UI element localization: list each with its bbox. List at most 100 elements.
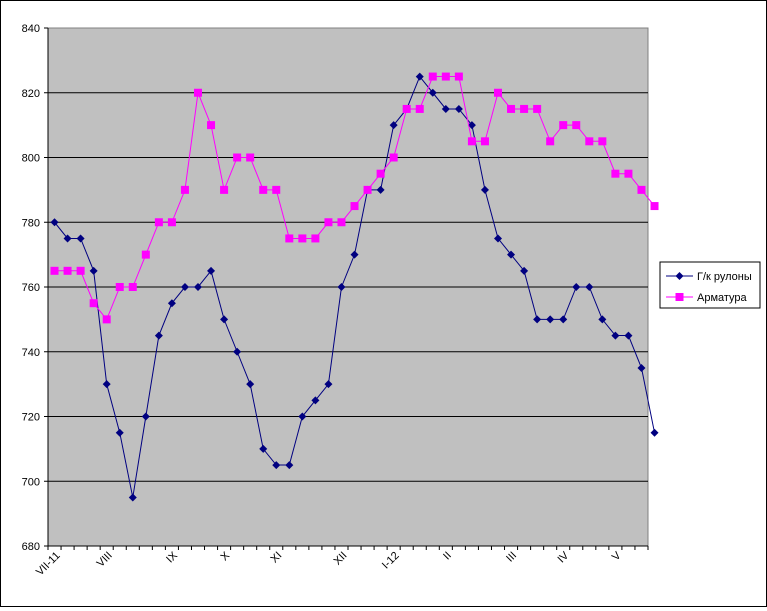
y-tick-label: 800 [22,153,40,165]
data-point-square [467,137,476,146]
data-point-square [624,169,633,178]
legend-marker-diamond [675,272,684,280]
data-point-square [128,283,137,291]
series-group [50,72,659,502]
data-point-square [167,218,176,227]
data-point-square [650,202,659,211]
legend-item-1: Арматура [666,292,748,304]
data-point-diamond [337,283,346,291]
data-point-diamond [180,283,189,291]
data-point-square [102,315,111,324]
data-point-square [272,185,281,194]
data-point-diamond [572,283,581,291]
data-point-diamond [259,444,268,453]
y-tick-label: 840 [22,23,40,35]
data-point-square [441,72,450,81]
data-point-square [546,137,555,146]
data-point-square [154,218,163,227]
data-point-diamond [89,266,98,275]
data-point-square [220,185,229,194]
data-point-square [415,104,424,113]
data-point-square [428,72,437,81]
data-point-diamond [454,104,463,113]
data-point-diamond [376,185,385,194]
y-tick-label: 820 [22,88,40,100]
legend: Г/к рулоны Арматура [659,261,761,309]
y-tick-label: 780 [22,217,40,229]
data-point-square [180,185,189,194]
data-point-diamond [76,234,85,243]
data-point-diamond [350,250,359,259]
data-point-diamond [141,412,150,421]
x-tick-label: X [219,549,233,563]
data-point-square [298,234,307,243]
data-point-diamond [50,218,59,227]
data-point-square [350,202,359,211]
x-tick-label: II [441,550,454,563]
data-point-square [520,104,529,113]
data-point-square [363,185,372,194]
data-point-diamond [520,266,529,275]
x-tick-label: VII-11 [34,550,63,579]
y-tick-label: 680 [22,541,40,553]
data-point-square [533,104,542,113]
data-point-square [89,299,98,308]
data-point-diamond [233,347,242,356]
data-point-diamond [220,315,229,324]
data-point-diamond [494,234,502,243]
data-point-square [494,88,502,97]
data-point-diamond [480,185,489,194]
data-point-square [454,72,463,81]
data-point-diamond [246,380,255,389]
x-tick-label: IV [555,549,571,565]
y-axis: 680 700 720 740 760 780 800 820 840 [22,23,49,553]
data-point-diamond [637,363,646,372]
data-point-square [389,153,398,162]
data-point-diamond [63,234,72,243]
data-point-diamond [207,266,216,275]
data-point-square [585,137,594,146]
data-point-diamond [624,331,633,340]
x-axis: VII-11 VIII IX X XI XII I-12 II III IV V [34,545,649,579]
data-point-square [76,266,85,275]
x-tick-label: IX [164,549,180,565]
data-point-square [572,121,581,130]
data-point-square [324,218,333,227]
data-point-diamond [285,461,294,470]
data-point-square [115,283,124,291]
data-point-diamond [389,121,398,130]
data-point-diamond [102,380,111,389]
data-point-square [337,218,346,227]
data-point-diamond [441,104,450,113]
data-point-square [480,137,489,146]
data-point-diamond [546,315,555,324]
data-point-square [259,185,268,194]
y-tick-label: 740 [22,347,40,359]
data-point-diamond [428,88,437,97]
legend-label-1: Арматура [697,292,748,304]
data-point-diamond [324,380,333,389]
data-point-diamond [559,315,568,324]
legend-label-0: Г/к рулоны [697,271,752,283]
data-point-diamond [533,315,542,324]
data-point-square [233,153,242,162]
y-tick-label: 720 [22,412,40,424]
legend-box [659,261,761,309]
data-point-diamond [115,428,124,437]
data-point-square [611,169,620,178]
data-point-diamond [128,493,137,502]
x-tick-label: III [504,550,519,565]
data-point-diamond [272,461,281,470]
legend-item-0: Г/к рулоны [666,271,752,283]
data-point-diamond [611,331,620,340]
data-point-diamond [585,283,594,291]
data-point-square [507,104,516,113]
x-tick-label: I-12 [380,550,402,572]
y-tick-label: 700 [22,476,40,488]
data-point-square [246,153,255,162]
x-tick-label: XII [332,550,350,568]
data-point-square [63,266,72,275]
data-point-square [207,121,216,130]
